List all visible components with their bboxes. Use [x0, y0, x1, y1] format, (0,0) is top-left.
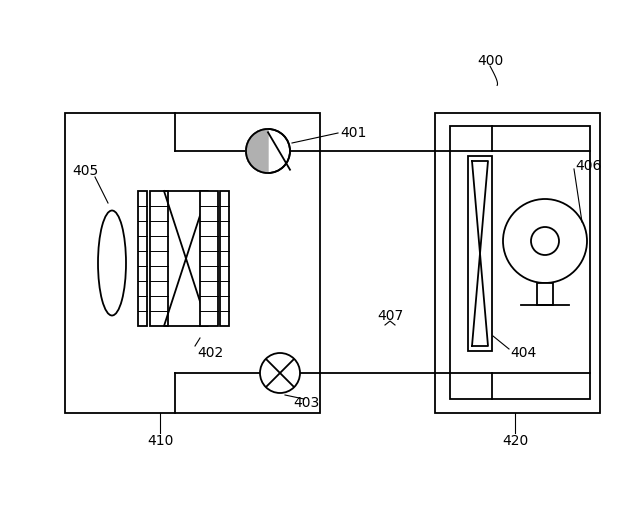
Ellipse shape — [98, 210, 126, 316]
Polygon shape — [472, 161, 488, 254]
Text: 406: 406 — [575, 159, 602, 173]
Text: 402: 402 — [197, 346, 223, 360]
Bar — [138, 191, 147, 326]
Text: 407: 407 — [377, 309, 403, 323]
Bar — [220, 191, 229, 326]
Text: 403: 403 — [293, 396, 319, 410]
Text: 400: 400 — [477, 54, 503, 68]
Text: 410: 410 — [147, 434, 173, 448]
Bar — [468, 156, 492, 351]
Text: 420: 420 — [502, 434, 528, 448]
Polygon shape — [472, 254, 488, 346]
Polygon shape — [246, 129, 268, 173]
Bar — [450, 126, 590, 399]
Text: 401: 401 — [340, 126, 366, 140]
Circle shape — [260, 353, 300, 393]
Bar — [435, 113, 600, 413]
Bar — [150, 191, 168, 326]
Polygon shape — [164, 191, 208, 258]
Circle shape — [503, 199, 587, 283]
Bar — [65, 113, 320, 413]
Circle shape — [246, 129, 290, 173]
Bar — [537, 283, 553, 305]
Polygon shape — [164, 258, 208, 326]
Text: 405: 405 — [72, 164, 98, 178]
Text: 404: 404 — [510, 346, 536, 360]
Bar — [200, 191, 218, 326]
Circle shape — [531, 227, 559, 255]
